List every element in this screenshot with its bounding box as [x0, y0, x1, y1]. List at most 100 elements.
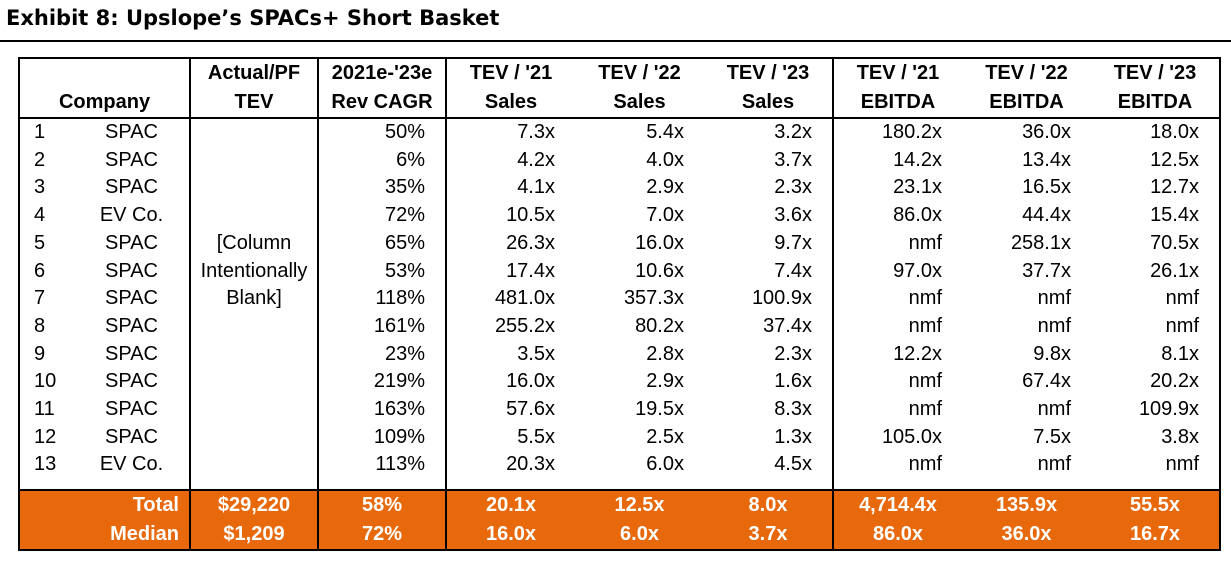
multiple-cell-e23: 12.7x: [1150, 176, 1199, 199]
tev-blank-column-note: [Column Intentionally Blank]: [189, 118, 318, 480]
multiple-cell-e22: 16.5x: [1022, 176, 1071, 199]
row-number: 4: [34, 204, 46, 227]
rev-cagr-cell: 23%: [317, 340, 446, 369]
multiple-cell-e21: 97.0x: [832, 257, 962, 286]
header-tev-23-ebitda: TEV / '23 EBITDA: [1091, 58, 1220, 119]
multiple-cell-s23: 37.4x: [763, 314, 812, 337]
table-row: 1 SPAC [Column Intentionally Blank] 50% 7.3x…: [19, 118, 1220, 480]
multiple-cell-s23: 2.3x: [774, 342, 812, 365]
multiple-cell-s22: 2.9x: [646, 370, 684, 393]
spacer-row: [19, 479, 1220, 491]
table-row: 6 SPAC 53% 17.4x 10.6x 7.4x 97.0x 37.7x 26.1x: [19, 257, 1220, 286]
multiple-cell-e23: nmf: [1165, 314, 1199, 337]
multiple-cell-e23: 26.1x: [1150, 259, 1199, 282]
table-row: 4 EV Co. 72% 10.5x 7.0x 3.6x 86.0x 44.4x 15.4x: [19, 202, 1220, 230]
multiple-cell-e21: 12.2x: [832, 340, 962, 369]
summary-e22: 135.9x: [962, 489, 1091, 521]
multiple-cell-s21: 481.0x: [445, 285, 575, 313]
table-row: 13 EV Co. 113% 20.3x 6.0x 4.5x nmf nmf nmf: [19, 451, 1220, 480]
multiple-cell-e21: 14.2x: [832, 146, 962, 175]
header-tev-22-ebitda: TEV / '22 EBITDA: [962, 58, 1091, 119]
rev-cagr-cell: 113%: [317, 451, 446, 480]
multiple-cell-e23: 20.2x: [1150, 370, 1199, 393]
multiple-cell-e22: 13.4x: [1022, 148, 1071, 171]
multiple-cell-e21: 105.0x: [832, 423, 962, 452]
rev-cagr-cell: 118%: [317, 285, 446, 313]
multiple-cell-e23: nmf: [1165, 287, 1199, 310]
row-number: 12: [34, 425, 57, 448]
table-row: 2 SPAC 6% 4.2x 4.0x 3.7x 14.2x 13.4x 12.5x: [19, 146, 1220, 175]
company-name: SPAC: [105, 342, 158, 365]
header-row: Company Actual/PF TEV 2021e-'23e Rev CAGR …: [19, 58, 1220, 119]
rev-cagr-cell: 35%: [317, 174, 446, 203]
exhibit-title: Exhibit 8: Upslope’s SPACs+ Short Basket: [6, 6, 500, 30]
multiple-cell-e22: 67.4x: [1022, 370, 1071, 393]
header-company: Company: [19, 58, 190, 119]
table-row: 10 SPAC 219% 16.0x 2.9x 1.6x nmf 67.4x 20.2x: [19, 368, 1220, 397]
multiple-cell-s22: 7.0x: [646, 204, 684, 227]
multiple-cell-e22: 258.1x: [1010, 231, 1071, 254]
multiple-cell-e22: nmf: [1037, 453, 1071, 476]
multiple-cell-s22: 4.0x: [646, 148, 684, 171]
rev-cagr-cell: 161%: [317, 312, 446, 341]
table-row: 11 SPAC 163% 57.6x 19.5x 8.3x nmf nmf 109.9x: [19, 396, 1220, 424]
multiple-cell-s21: 10.5x: [445, 202, 575, 230]
multiple-cell-e21: nmf: [832, 312, 962, 341]
multiple-cell-e21: nmf: [832, 451, 962, 480]
multiple-cell-s21: 26.3x: [445, 229, 575, 258]
table-row: 5 SPAC 65% 26.3x 16.0x 9.7x nmf 258.1x 70.5x: [19, 229, 1220, 258]
row-number: 1: [34, 121, 46, 143]
multiple-cell-s22: 19.5x: [635, 398, 684, 421]
table-row: 7 SPAC 118% 481.0x 357.3x 100.9x nmf nmf nmf: [19, 285, 1220, 313]
summary-e22: 36.0x: [962, 520, 1091, 551]
header-tev-22-sales: TEV / '22 Sales: [575, 58, 704, 119]
multiple-cell-s23: 3.2x: [774, 121, 812, 143]
summary-e23: 16.7x: [1091, 520, 1220, 551]
summary-e21: 4,714.4x: [832, 489, 962, 521]
multiple-cell-s22: 2.8x: [646, 342, 684, 365]
multiple-cell-s22: 16.0x: [635, 231, 684, 254]
multiple-cell-e21: 180.2x: [832, 118, 962, 147]
multiple-cell-s22: 80.2x: [635, 314, 684, 337]
summary-s22: 6.0x: [575, 520, 704, 551]
title-underline: [0, 40, 1231, 42]
multiple-cell-e22: nmf: [1037, 287, 1071, 310]
header-rev-cagr: 2021e-'23e Rev CAGR: [317, 58, 446, 119]
header-tev: Actual/PF TEV: [189, 58, 318, 119]
row-number: 11: [34, 398, 55, 421]
row-number: 9: [34, 342, 46, 365]
multiple-cell-e21: nmf: [832, 368, 962, 397]
multiple-cell-s21: 4.2x: [445, 146, 575, 175]
summary-s22: 12.5x: [575, 489, 704, 521]
multiple-cell-s23: 2.3x: [774, 176, 812, 199]
summary-row: Total $29,220 58% 20.1x 12.5x 8.0x 4,714.4x 135…: [19, 489, 1220, 521]
multiple-cell-s23: 7.4x: [774, 259, 812, 282]
row-number: 7: [34, 287, 46, 310]
company-name: SPAC: [105, 176, 158, 199]
multiple-cell-e23: 8.1x: [1161, 342, 1199, 365]
row-number: 10: [34, 370, 57, 393]
multiple-cell-s22: 10.6x: [635, 259, 684, 282]
summary-cagr: 58%: [317, 489, 446, 521]
multiple-cell-e22: 7.5x: [1033, 425, 1071, 448]
multiple-cell-e23: 12.5x: [1150, 148, 1199, 171]
multiple-cell-s23: 8.3x: [774, 398, 812, 421]
multiple-cell-e23: nmf: [1165, 453, 1199, 476]
company-name: SPAC: [105, 231, 158, 254]
multiple-cell-s22: 357.3x: [623, 287, 684, 310]
multiple-cell-e22: 9.8x: [1033, 342, 1071, 365]
multiple-cell-e22: nmf: [1037, 398, 1071, 421]
multiple-cell-s23: 9.7x: [774, 231, 812, 254]
multiple-cell-e21: nmf: [832, 285, 962, 313]
table-row: 9 SPAC 23% 3.5x 2.8x 2.3x 12.2x 9.8x 8.1x: [19, 340, 1220, 369]
company-name: SPAC: [105, 398, 158, 421]
rev-cagr-cell: 219%: [317, 368, 446, 397]
multiple-cell-s21: 7.3x: [445, 118, 575, 147]
multiple-cell-e23: 15.4x: [1150, 204, 1199, 227]
multiple-cell-s21: 17.4x: [445, 257, 575, 286]
multiple-cell-s22: 6.0x: [646, 453, 684, 476]
rev-cagr-cell: 109%: [317, 423, 446, 452]
rev-cagr-cell: 53%: [317, 257, 446, 286]
rev-cagr-cell: 65%: [317, 229, 446, 258]
short-basket-table: Company Actual/PF TEV 2021e-'23e Rev CAGR …: [18, 57, 1221, 552]
